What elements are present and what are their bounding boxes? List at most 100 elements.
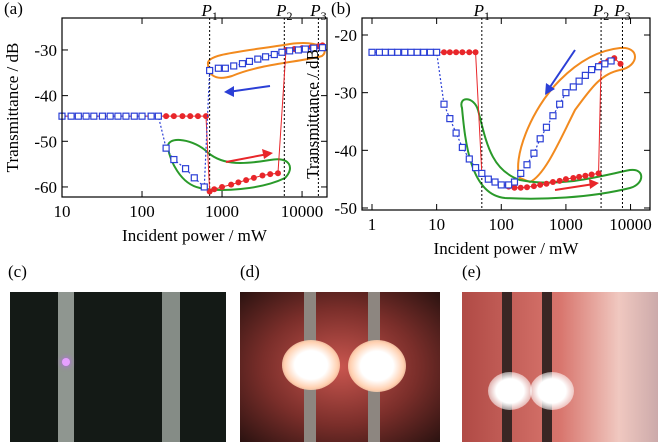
green-loop: [166, 139, 291, 191]
point: [556, 177, 563, 184]
point: [537, 181, 544, 188]
point: [219, 183, 226, 190]
red-arrowhead: [262, 149, 273, 159]
point: [407, 48, 415, 56]
x-tick-label: 100: [489, 215, 515, 234]
point: [387, 48, 396, 56]
point: [549, 112, 557, 120]
threshold-symbol: P: [613, 1, 624, 20]
point: [452, 129, 460, 137]
point: [511, 184, 518, 191]
point: [194, 113, 201, 120]
x-tick-label: 10000: [609, 215, 652, 234]
point: [517, 184, 524, 191]
chart: (b) -50 -40 -30 -20 1 10 100 1000 10000 Incident p…: [303, 0, 652, 258]
point: [375, 48, 383, 56]
orange-loop: [517, 46, 636, 184]
point: [570, 175, 577, 181]
threshold-index: 3: [625, 9, 631, 23]
x-tick-label: 1000: [549, 215, 583, 234]
point: [576, 173, 583, 180]
y-tick-label: -30: [34, 41, 57, 60]
photo-d: [240, 292, 440, 442]
point: [228, 181, 235, 188]
plot-frame: [361, 17, 651, 211]
point: [259, 172, 266, 179]
point: [595, 170, 602, 177]
point: [472, 49, 479, 56]
threshold-symbol: P: [200, 1, 211, 20]
blue-arrowhead: [224, 86, 234, 97]
red-arrowhead: [589, 179, 599, 189]
point: [458, 143, 466, 152]
point: [267, 171, 274, 178]
loops-b: [460, 46, 643, 200]
threshold-label: P1: [200, 1, 217, 23]
point: [381, 48, 389, 56]
point: [214, 64, 222, 72]
y-tick-label: -50: [34, 132, 57, 151]
loops-a: [166, 42, 326, 191]
point: [523, 161, 531, 169]
x-tick-label: 1000: [205, 202, 239, 221]
point: [601, 60, 609, 68]
point: [588, 171, 595, 178]
orange-loop: [207, 42, 326, 79]
point: [607, 57, 615, 65]
red-arrow: [554, 183, 595, 191]
point: [294, 46, 302, 54]
point: [106, 112, 114, 120]
point: [466, 49, 473, 56]
point: [549, 179, 556, 186]
point: [235, 179, 242, 186]
x-tick-label: 10000: [281, 202, 324, 221]
point: [318, 44, 327, 52]
point: [206, 188, 213, 195]
point: [90, 112, 98, 120]
point: [301, 45, 309, 53]
waveguide: [58, 292, 74, 442]
point: [530, 183, 537, 190]
point: [147, 112, 155, 120]
point: [536, 135, 544, 143]
blue-arrow: [547, 49, 576, 91]
point: [122, 112, 130, 120]
x-tick-label: 1: [368, 215, 377, 234]
panel-label: (a): [4, 0, 23, 18]
point: [286, 47, 294, 55]
threshold-label: P2: [275, 1, 292, 23]
spot: [530, 372, 574, 410]
point: [401, 48, 409, 56]
point: [114, 112, 122, 120]
waveguide: [542, 292, 552, 442]
point: [170, 155, 178, 164]
point: [187, 113, 194, 120]
point: [202, 113, 209, 120]
point: [170, 113, 177, 120]
point: [530, 149, 538, 157]
point: [190, 174, 198, 182]
point: [478, 169, 486, 177]
y-tick-label: -20: [334, 26, 357, 45]
x-tick-label: 10: [428, 215, 445, 234]
y-tick-label: -40: [334, 141, 357, 160]
photo-e: [462, 292, 658, 442]
x-axis-label: Incident power / mW: [122, 226, 268, 245]
point: [420, 48, 428, 56]
y-tick-label: -50: [334, 199, 357, 218]
point: [582, 172, 589, 179]
point: [98, 112, 107, 120]
blue-arrowhead: [545, 83, 555, 95]
point: [562, 176, 569, 183]
point: [211, 186, 218, 193]
point: [542, 123, 551, 131]
point: [67, 112, 75, 120]
y-tick-label: -60: [34, 178, 57, 197]
threshold-index: 3: [321, 9, 327, 23]
point: [270, 50, 278, 59]
point: [181, 165, 190, 173]
spot: [348, 340, 406, 392]
plot-frame: [61, 17, 328, 198]
point: [517, 169, 525, 177]
